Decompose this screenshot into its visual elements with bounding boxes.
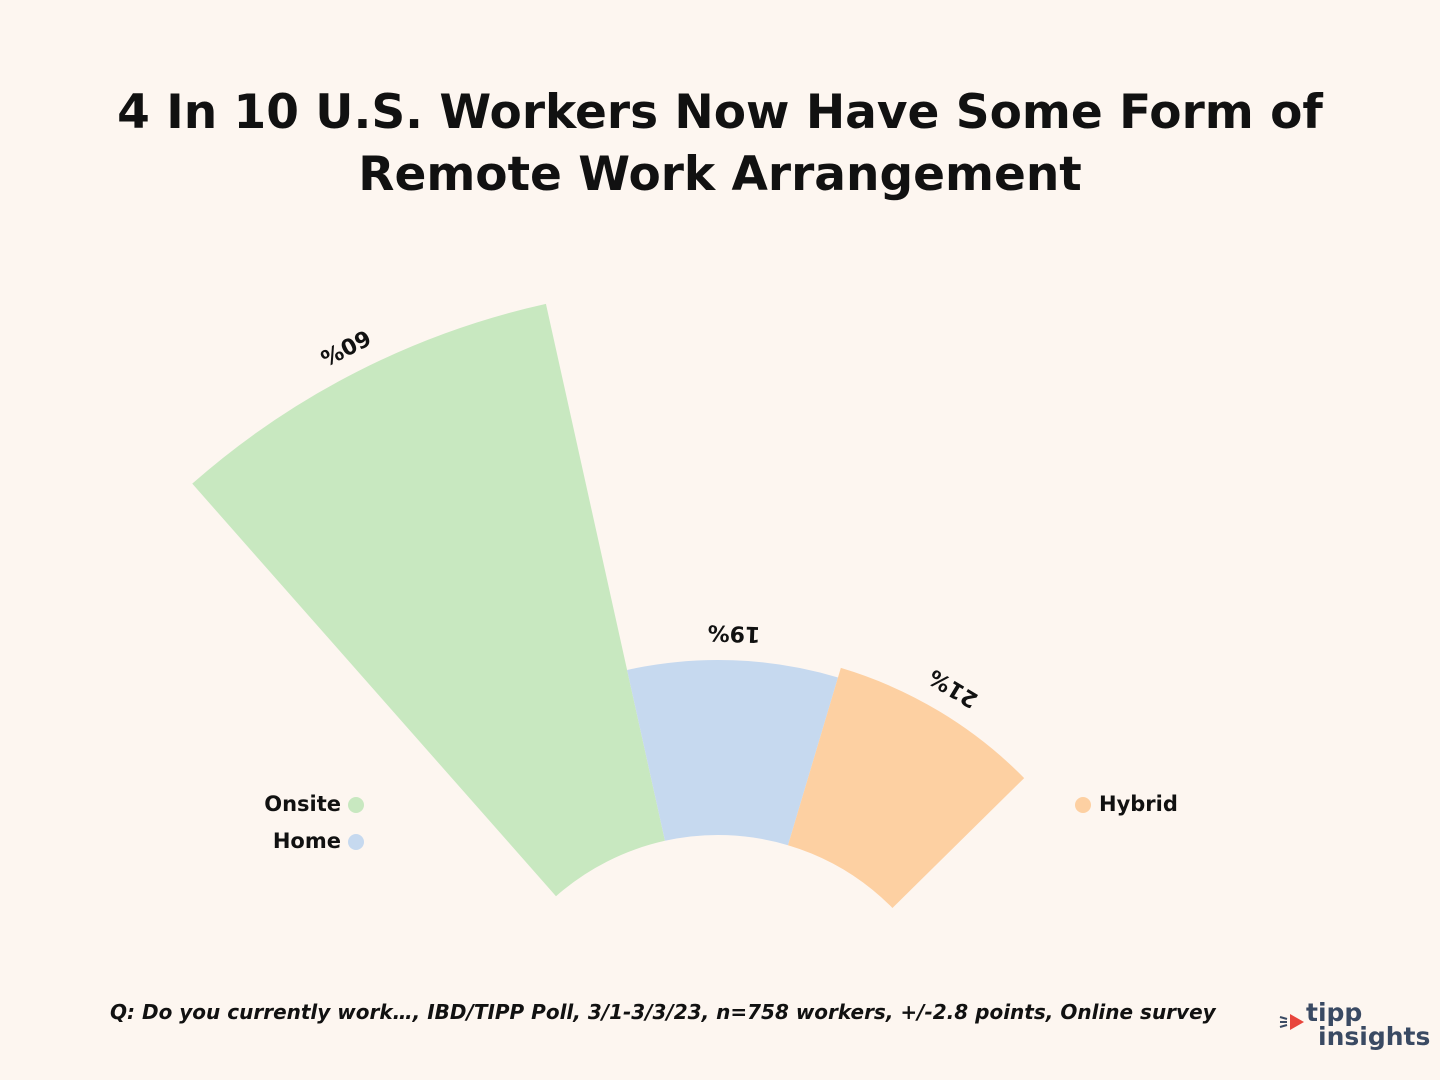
legend-item-hybrid-label: Hybrid xyxy=(1099,792,1178,816)
slice-label-hybrid: 21% xyxy=(925,664,983,713)
legend-item-home-label: Home xyxy=(273,829,341,853)
logo-word-insights: insights xyxy=(1318,1022,1431,1051)
slice-label-onsite: 60% xyxy=(316,324,374,370)
legend-item-hybrid: Hybrid xyxy=(1075,792,1178,816)
slice-home xyxy=(627,659,838,846)
logo-word-tipp: tipp xyxy=(1306,998,1363,1027)
legend-item-hybrid-swatch xyxy=(1075,797,1091,813)
title-line-1: 4 In 10 U.S. Workers Now Have Some Form … xyxy=(117,85,1323,140)
legend-item-home-swatch xyxy=(348,834,364,850)
slice-hybrid xyxy=(787,667,1025,908)
tipp-insights-logo: tipp insights xyxy=(1278,998,1431,1056)
legend-item-onsite-label: Onsite xyxy=(264,792,341,816)
legend-item-onsite: Onsite xyxy=(264,792,364,816)
legend-item-onsite-swatch xyxy=(348,797,364,813)
slices-group xyxy=(192,303,1025,908)
title-line-2: Remote Work Arrangement xyxy=(358,147,1082,202)
slice-label-home: 19% xyxy=(707,619,761,646)
footnote: Q: Do you currently work…, IBD/TIPP Poll… xyxy=(110,1000,1216,1024)
legend: Onsite Home Hybrid xyxy=(264,792,1178,853)
logo-mark-icon xyxy=(1279,1014,1304,1030)
chart-title: 4 In 10 U.S. Workers Now Have Some Form … xyxy=(0,82,1440,206)
legend-item-home: Home xyxy=(273,829,364,853)
slice-onsite xyxy=(192,303,665,897)
